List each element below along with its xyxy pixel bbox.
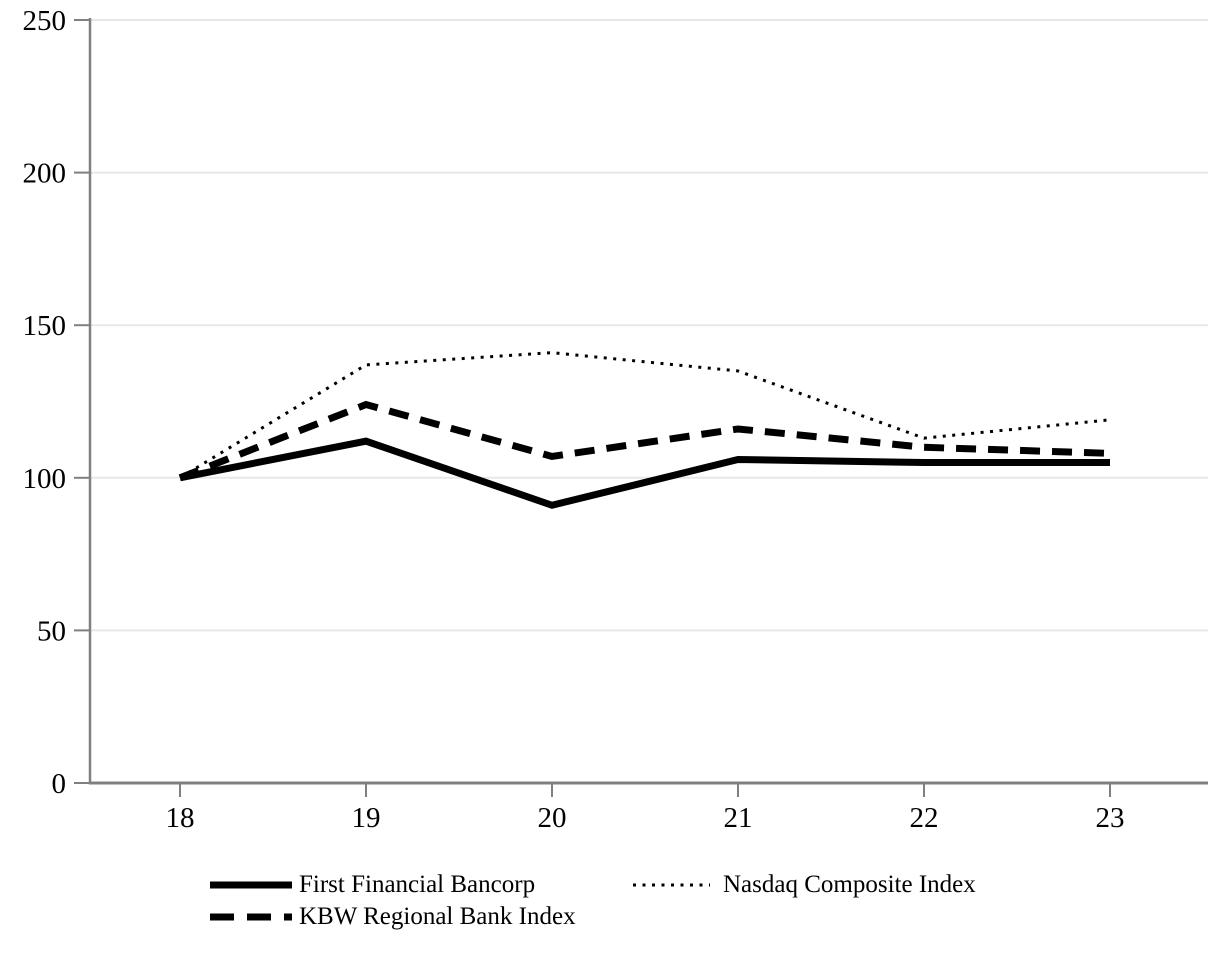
chart-svg: 0 50 100 150 200 250 18 19 20 21 22 23 (23, 5, 1208, 834)
y-tick-label: 100 (23, 463, 67, 495)
legend-item-kbw-regional-bank-index: KBW Regional Bank Index (210, 902, 576, 932)
solid-line-swatch-icon (210, 881, 292, 889)
legend-item-first-financial-bancorp: First Financial Bancorp (210, 870, 535, 900)
y-tick-label: 0 (52, 768, 67, 800)
legend: First Financial Bancorp Nasdaq Composite… (0, 868, 1226, 960)
legend-item-nasdaq-composite-index: Nasdaq Composite Index (633, 870, 976, 900)
legend-label: First Financial Bancorp (299, 871, 536, 898)
legend-label: Nasdaq Composite Index (723, 871, 976, 898)
x-tick-label: 22 (910, 802, 939, 834)
series-line-nasdaq-composite-index (179, 351, 1111, 480)
x-tick-label: 21 (724, 802, 753, 834)
series-line-kbw-regional-bank-index (178, 400, 1111, 482)
x-tick-label: 19 (352, 802, 381, 834)
series-line-first-financial-bancorp (179, 437, 1110, 509)
y-tick-label: 150 (23, 310, 67, 342)
x-tick-label: 18 (166, 802, 195, 834)
dotted-line-swatch-icon (633, 883, 710, 887)
y-tick-label: 250 (23, 5, 67, 37)
legend-label: KBW Regional Bank Index (299, 903, 576, 930)
y-tick-label: 200 (23, 158, 67, 190)
dashed-line-swatch-icon (210, 913, 292, 921)
x-tick-label: 23 (1096, 802, 1125, 834)
y-tick-label: 50 (37, 615, 66, 647)
x-tick-label: 20 (538, 802, 567, 834)
